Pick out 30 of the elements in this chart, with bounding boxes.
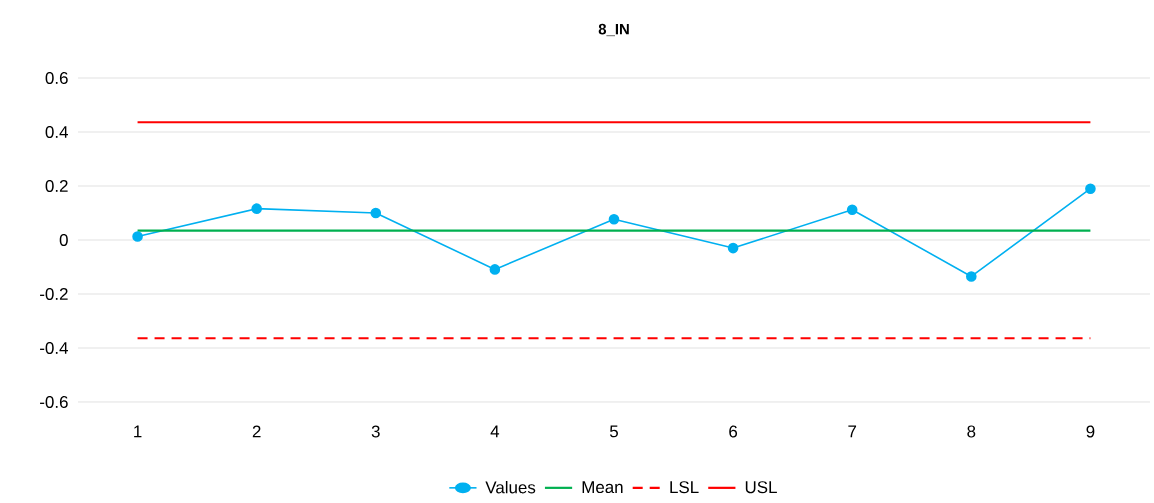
point xyxy=(727,242,739,254)
legend-label: Values xyxy=(485,480,536,494)
y-tick-label: 0 xyxy=(59,233,68,246)
x-tick-label: 2 xyxy=(252,425,261,438)
point xyxy=(370,207,382,219)
point xyxy=(251,203,262,214)
x-tick-label: 6 xyxy=(729,425,738,438)
y-tick-label: 0.6 xyxy=(45,71,68,84)
x-tick-label: 3 xyxy=(371,425,380,438)
y-tick-label: 0.2 xyxy=(45,179,68,192)
x-tick-label: 8 xyxy=(967,425,976,438)
y-tick-label: -0.4 xyxy=(40,341,68,354)
x-tick-label: 1 xyxy=(134,425,142,438)
x-tick-label: 9 xyxy=(1086,425,1095,438)
x-tick-label: 5 xyxy=(609,425,618,438)
point xyxy=(608,213,620,225)
y-tick-label: -0.6 xyxy=(40,395,68,408)
point xyxy=(966,271,977,282)
legend-label: LSL xyxy=(670,481,699,494)
legend-label: Mean xyxy=(582,481,623,494)
point xyxy=(489,264,501,275)
y-tick-label: 0.4 xyxy=(45,125,68,138)
point xyxy=(132,231,143,242)
point xyxy=(1085,183,1096,194)
point xyxy=(846,204,858,216)
legend-label: USL xyxy=(745,481,777,494)
chart-title: 8_IN xyxy=(598,23,629,37)
x-tick-label: 4 xyxy=(490,425,500,438)
y-tick-label: -0.2 xyxy=(40,287,68,300)
x-tick-label: 7 xyxy=(848,425,857,438)
